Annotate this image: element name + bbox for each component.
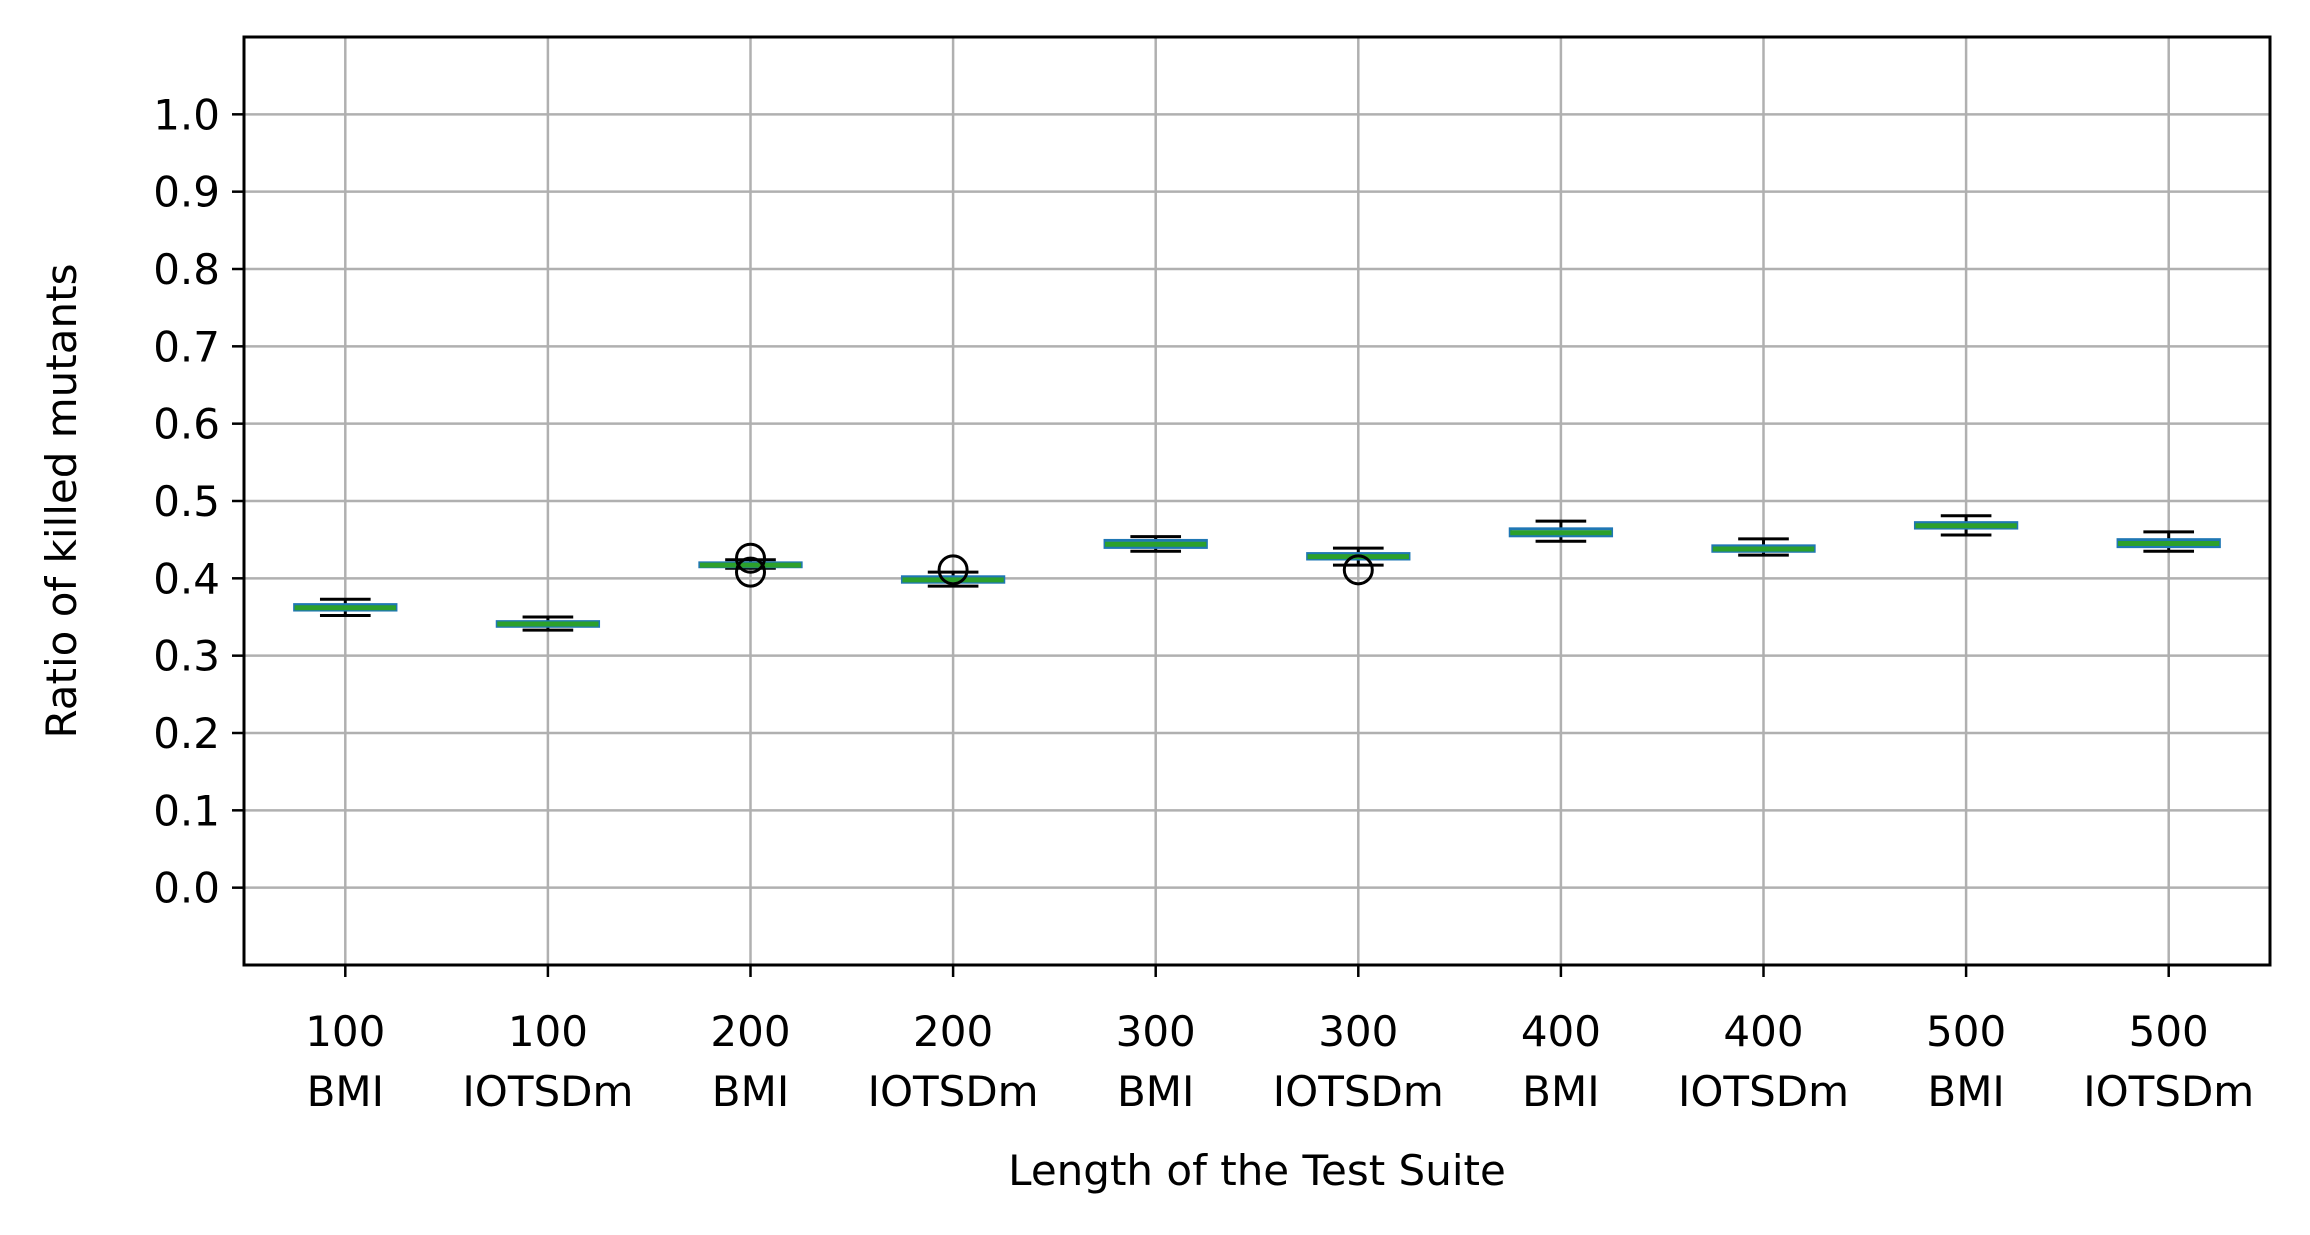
- x-tick-label-length: 100: [305, 1007, 385, 1056]
- x-tick-label-method: IOTSDm: [1678, 1067, 1849, 1116]
- y-tick-label: 0.8: [153, 245, 220, 294]
- box-1: [293, 597, 398, 617]
- y-tick-label: 0.0: [153, 864, 220, 913]
- x-tick-label-method: IOTSDm: [462, 1067, 633, 1116]
- x-tick-label-length: 100: [508, 1007, 588, 1056]
- box-2: [495, 615, 601, 632]
- x-tick-label-method: BMI: [1522, 1067, 1599, 1116]
- x-axis-label: Length of the Test Suite: [1008, 1146, 1506, 1195]
- x-tick-label-method: IOTSDm: [1273, 1067, 1444, 1116]
- y-tick-label: 0.1: [153, 786, 220, 835]
- x-tick-label-method: BMI: [712, 1067, 789, 1116]
- box-5: [1103, 535, 1208, 553]
- y-tick-label: 0.4: [153, 554, 220, 603]
- x-tick-label-method: BMI: [1927, 1067, 2004, 1116]
- y-tick-label: 0.7: [153, 322, 220, 371]
- y-tick-label: 0.6: [153, 400, 220, 449]
- x-tick-label-length: 400: [1723, 1007, 1803, 1056]
- box-9: [1913, 514, 2019, 537]
- y-tick-label: 0.3: [153, 632, 220, 681]
- y-tick-label: 1.0: [153, 90, 220, 139]
- box-3: [698, 542, 803, 588]
- x-tick-label-length: 400: [1521, 1007, 1601, 1056]
- grid-lines: [244, 37, 2270, 965]
- box-8: [1711, 537, 1816, 557]
- x-tick-label-method: IOTSDm: [2083, 1067, 2254, 1116]
- box-7: [1508, 519, 1614, 543]
- x-tick-label-length: 500: [1926, 1007, 2006, 1056]
- x-tick-label-length: 200: [913, 1007, 993, 1056]
- x-tick-label-length: 300: [1116, 1007, 1196, 1056]
- x-tick-label-length: 200: [710, 1007, 790, 1056]
- outlier-point: [937, 554, 969, 586]
- boxes: [293, 514, 2221, 632]
- box-10: [2116, 530, 2221, 553]
- box-6: [1306, 546, 1411, 586]
- x-tick-label-method: IOTSDm: [868, 1067, 1039, 1116]
- x-axis-ticks: 100 BMI 100 IOTSDm 200 BMI 200 IOTSDm 300 BMI 300 I…: [305, 965, 2254, 1116]
- y-tick-label: 0.9: [153, 168, 220, 217]
- x-tick-label-method: BMI: [307, 1067, 384, 1116]
- outlier-point: [735, 542, 766, 574]
- x-tick-label-method: BMI: [1117, 1067, 1194, 1116]
- y-tick-label: 0.2: [153, 709, 220, 758]
- y-axis-label: Ratio of killed mutants: [37, 264, 86, 739]
- outlier-point: [1342, 554, 1374, 586]
- y-tick-label: 0.5: [153, 477, 220, 526]
- x-tick-label-length: 300: [1318, 1007, 1398, 1056]
- box-4: [900, 554, 1006, 588]
- x-tick-label-length: 500: [2129, 1007, 2209, 1056]
- outlier-point: [735, 556, 766, 588]
- y-axis-ticks: 0.0 0.1 0.2 0.3 0.4 0.5 0.6 0.7 0.8 0.9 1.0: [153, 90, 244, 913]
